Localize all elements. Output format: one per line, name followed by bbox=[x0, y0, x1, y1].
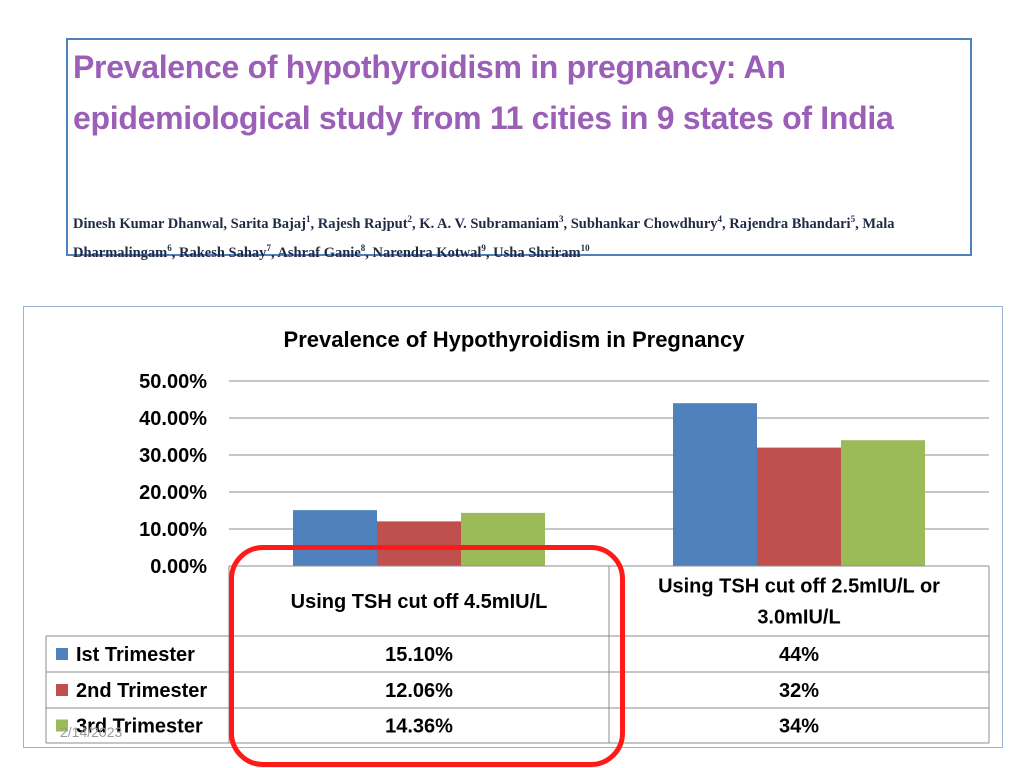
y-tick-label: 20.00% bbox=[139, 482, 207, 504]
data-label: 44% bbox=[779, 644, 819, 666]
legend-label: 2nd Trimester bbox=[76, 680, 207, 702]
author-name: Subhankar Chowdhury bbox=[570, 215, 718, 232]
author-name: Usha Shriram bbox=[493, 244, 581, 261]
category-label: Using TSH cut off 2.5mIU/L or bbox=[658, 576, 940, 598]
author-affiliation-mark: 9 bbox=[481, 242, 486, 253]
author-name: K. A. V. Subramaniam bbox=[419, 215, 559, 232]
author-affiliation-mark: 5 bbox=[850, 214, 856, 224]
data-table: Using TSH cut off 4.5mIU/L Using TSH cut … bbox=[45, 565, 990, 744]
bar-1-2 bbox=[673, 403, 757, 566]
chart-title: Prevalence of Hypothyroidism in Pregnanc… bbox=[284, 327, 746, 352]
bar-3-1 bbox=[461, 512, 545, 566]
data-label: 32% bbox=[779, 680, 819, 702]
y-tick-label: 0.00% bbox=[150, 556, 207, 578]
author-affiliation-mark: 1 bbox=[305, 214, 311, 224]
author-name: Mala Dharmalingam bbox=[73, 215, 895, 261]
author-name: Rakesh Sahay bbox=[179, 244, 267, 261]
author-name: Rajesh Rajput bbox=[317, 215, 408, 232]
category-label: 3.0mIU/L bbox=[757, 607, 840, 629]
slide-date: 2/14/2023 bbox=[60, 724, 123, 740]
author-name: Rajendra Bhandari bbox=[729, 215, 851, 232]
author-affiliation-mark: 6 bbox=[167, 242, 172, 253]
author-affiliation-mark: 10 bbox=[580, 242, 590, 253]
author-affiliation-mark: 2 bbox=[407, 214, 413, 224]
author-affiliation-mark: 4 bbox=[717, 214, 723, 224]
bar-2-2 bbox=[757, 447, 841, 566]
legend-label: 3rd Trimester bbox=[76, 716, 203, 738]
y-tick-label: 30.00% bbox=[139, 445, 207, 467]
author-name: Ashraf Ganie bbox=[277, 244, 361, 261]
author-name: Narendra Kotwal bbox=[372, 244, 482, 261]
y-axis-ticks: 0.00% 10.00% 20.00% 30.00% 40.00% 50.00% bbox=[139, 371, 207, 578]
legend-label: Ist Trimester bbox=[76, 644, 195, 666]
bar-1-1 bbox=[293, 510, 377, 566]
highlight-circle bbox=[229, 545, 625, 767]
category-label: Using TSH cut off 4.5mIU/L bbox=[291, 591, 548, 613]
data-label: 12.06% bbox=[385, 680, 453, 702]
author-affiliation-mark: 3 bbox=[558, 214, 564, 224]
author-affiliation-mark: 7 bbox=[266, 242, 271, 253]
legend-swatch-1 bbox=[56, 648, 68, 660]
data-label: 14.36% bbox=[385, 716, 453, 738]
data-label: 34% bbox=[779, 716, 819, 738]
data-label: 15.10% bbox=[385, 644, 453, 666]
bars bbox=[293, 403, 925, 566]
legend-swatch-2 bbox=[56, 684, 68, 696]
paper-authors: Dinesh Kumar Dhanwal, Sarita Bajaj1, Raj… bbox=[73, 214, 895, 261]
author-name: Dinesh Kumar Dhanwal bbox=[73, 215, 224, 232]
legend-swatch-3 bbox=[56, 719, 68, 732]
author-name: Sarita Bajaj bbox=[230, 215, 306, 232]
y-tick-label: 40.00% bbox=[139, 408, 207, 430]
bar-chart: Prevalence of Hypothyroidism in Pregnanc… bbox=[45, 327, 990, 744]
y-tick-label: 10.00% bbox=[139, 519, 207, 541]
chart-frame: Prevalence of Hypothyroidism in Pregnanc… bbox=[23, 306, 1003, 748]
paper-header: Prevalence of hypothyroidism in pregnanc… bbox=[66, 38, 972, 261]
bar-3-2 bbox=[841, 440, 925, 566]
bar-2-1 bbox=[377, 521, 461, 566]
author-affiliation-mark: 8 bbox=[360, 242, 366, 253]
y-tick-label: 50.00% bbox=[139, 371, 207, 393]
paper-title: Prevalence of hypothyroidism in pregnanc… bbox=[73, 49, 894, 136]
